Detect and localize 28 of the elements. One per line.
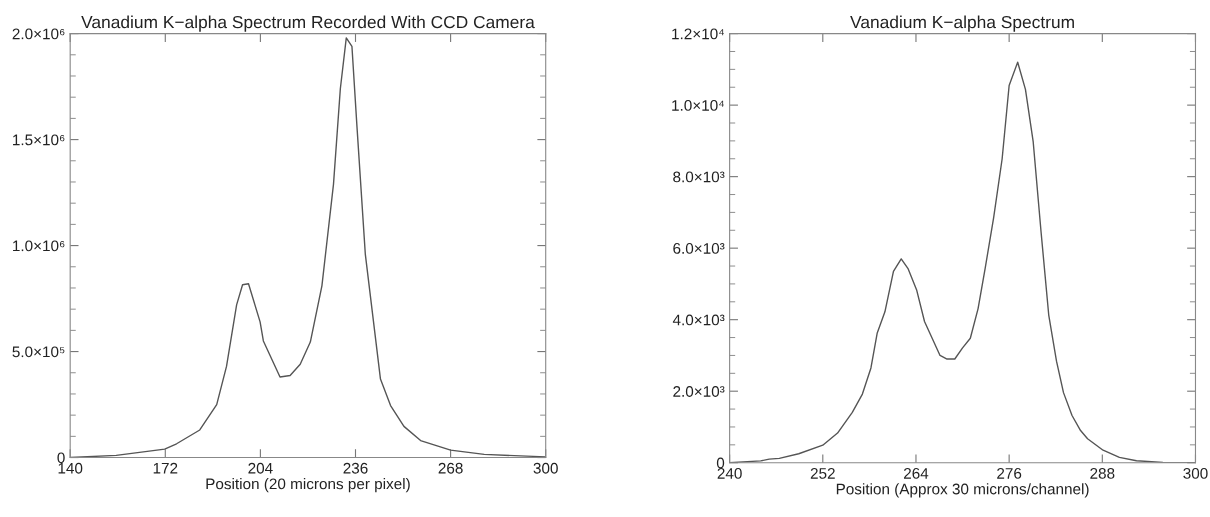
x-tick-label: 300 [533, 462, 558, 474]
x-tick-label: 236 [343, 462, 368, 474]
x-tick-label: 264 [903, 467, 929, 479]
y-tick-label: 2.0×10³ [673, 386, 725, 397]
x-tick-label: 204 [248, 462, 273, 474]
y-tick-label: 6.0×10³ [673, 243, 725, 254]
y-tick-label: 1.2×10⁴ [672, 28, 725, 40]
x-tick-label: 276 [997, 467, 1022, 479]
chart-title: Vanadium K−alpha Spectrum Recorded With CCD Camera [81, 15, 535, 32]
y-tick-label: 5.0×10⁵ [12, 346, 65, 358]
y-tick-label: 0 [57, 452, 65, 464]
x-tick-label: 252 [810, 467, 835, 479]
x-tick-label: 140 [58, 462, 83, 474]
x-tick-label: 172 [153, 462, 178, 474]
chart-title: Vanadium K−alpha Spectrum [850, 15, 1074, 32]
y-tick-label: 0 [716, 457, 725, 469]
x-tick-label: 288 [1090, 467, 1115, 479]
x-axis-title: Position (20 microns per pixel) [206, 478, 410, 493]
x-tick-label: 268 [438, 462, 463, 474]
y-tick-label: 2.0×10⁶ [12, 28, 65, 40]
y-tick-label: 1.0×10⁶ [13, 240, 65, 252]
y-tick-label: 1.0×10⁴ [672, 99, 725, 111]
y-tick-label: 1.5×10⁶ [13, 134, 65, 146]
y-tick-label: 8.0×10³ [673, 171, 725, 183]
y-tick-label: 4.0×10³ [672, 314, 725, 326]
x-tick-label: 240 [717, 467, 742, 479]
x-tick-label: 300 [1183, 467, 1208, 479]
x-axis-title: Position (Approx 30 microns/channel) [836, 483, 1089, 498]
